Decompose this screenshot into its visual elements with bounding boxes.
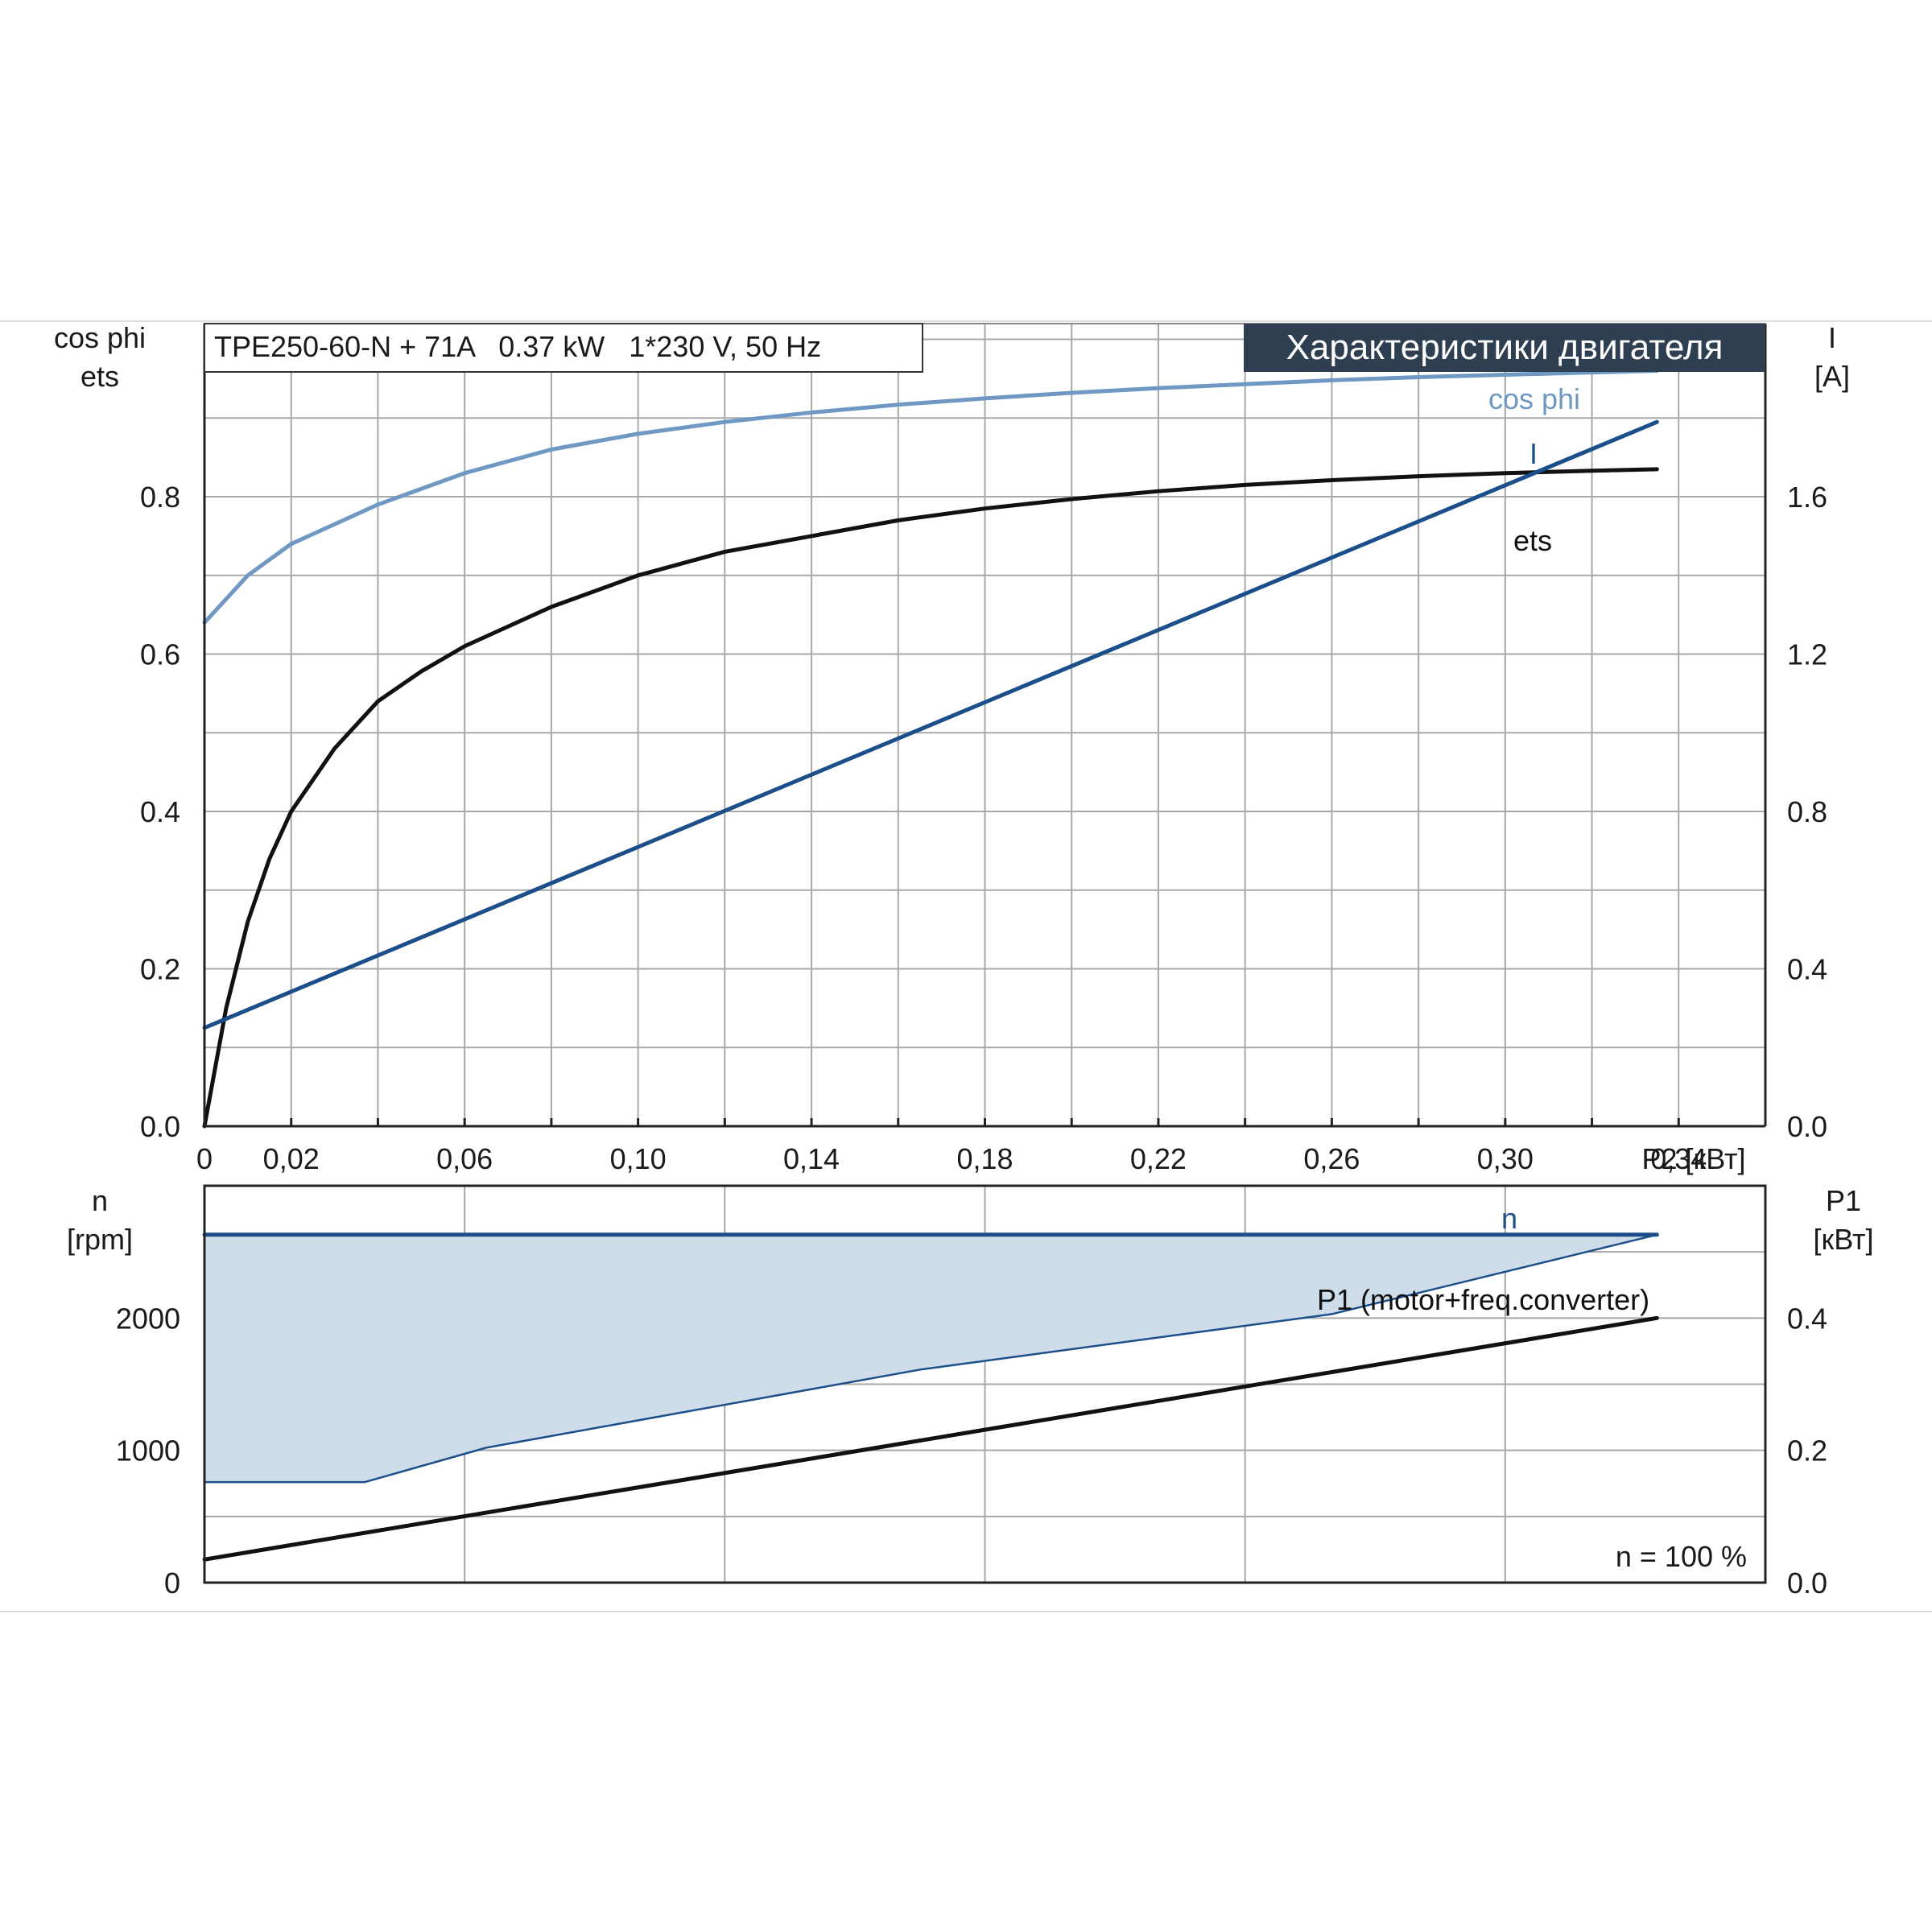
top-right-tick-label: 1.6 [1787, 481, 1827, 514]
x-tick-label: 0,18 [956, 1142, 1013, 1175]
bottom-right-tick-label: 0.0 [1787, 1567, 1827, 1600]
bottom-left-axis-label-n: n [92, 1184, 108, 1217]
bottom-left-tick-label: 1000 [116, 1435, 180, 1468]
bottom-right-axis-label-p1: P1 [1826, 1184, 1861, 1217]
bottom-right-tick-label: 0.2 [1787, 1435, 1827, 1468]
x-tick-label: 0,10 [610, 1142, 667, 1175]
top-left-tick-label: 0.4 [140, 795, 180, 828]
cosphi-curve-label: cos phi [1488, 382, 1580, 415]
series-line-n-min [203, 1233, 1658, 1484]
bottom-left-tick-label: 0 [164, 1567, 180, 1600]
top-right-tick-label: 0.0 [1787, 1110, 1827, 1143]
chart-title: Характеристики двигателя [1286, 328, 1724, 367]
top-right-tick-label: 0.4 [1787, 953, 1827, 986]
top-right-axis-label-unit: [A] [1814, 360, 1850, 393]
series-line-ets [202, 467, 1659, 1129]
model-label: TPE250-60-N + 71A 0.37 kW 1*230 V, 50 Hz [214, 330, 821, 363]
speed-range-fill [204, 1234, 1657, 1483]
efficiency-curve-label: ets [1513, 524, 1552, 557]
top-left-axis-label-ets: ets [80, 360, 119, 393]
speed-note: n = 100 % [1616, 1540, 1747, 1573]
title-box [1244, 324, 1765, 372]
bottom-left-tick-label: 2000 [116, 1302, 180, 1335]
series-line-p1 [202, 1315, 1659, 1562]
x-axis-label: P2 [кВт] [1641, 1142, 1745, 1175]
p1-curve-label: P1 (motor+freq.converter) [1317, 1283, 1649, 1316]
bottom-right-tick-label: 0.4 [1787, 1302, 1827, 1335]
bottom-right-axis-label-unit: [кВт] [1813, 1223, 1873, 1256]
top-left-tick-label: 0.8 [140, 481, 180, 514]
top-right-tick-label: 0.8 [1787, 795, 1827, 828]
speed-range-area [204, 1234, 1657, 1483]
top-left-tick-label: 0.2 [140, 953, 180, 986]
tick-labels: 0.0 0.2 0.4 0.6 0.8 0.0 0.4 0.8 1.2 1.6 0 0,02 0,06 0… [116, 481, 1827, 1600]
bottom-left-axis-label-unit: [rpm] [67, 1223, 133, 1256]
series-line-cos-phi [202, 369, 1659, 625]
model-box [204, 323, 923, 373]
top-left-axis-label-cosphi: cos phi [54, 321, 146, 354]
speed-curve-label: n [1501, 1202, 1517, 1235]
x-tick-label: 0,06 [436, 1142, 493, 1175]
x-tick-label: 0,26 [1303, 1142, 1360, 1175]
x-tick-label: 0 [196, 1142, 213, 1175]
x-tick-label: 0,02 [263, 1142, 320, 1175]
top-right-axis-label-i: I [1828, 321, 1836, 354]
current-curve-label: I [1530, 437, 1538, 470]
x-tick-label: 0,30 [1477, 1142, 1534, 1175]
x-tick-label: 0,14 [783, 1142, 840, 1175]
bottom-frame [203, 1184, 1767, 1584]
series-line-i [202, 419, 1659, 1030]
x-tick-label: 0,22 [1130, 1142, 1187, 1175]
top-left-tick-label: 0.0 [140, 1110, 180, 1143]
x-tick-label: 0,34 [1650, 1142, 1707, 1175]
top-right-tick-label: 1.2 [1787, 638, 1827, 671]
top-left-tick-label: 0.6 [140, 638, 180, 671]
series-layer [202, 369, 1659, 1562]
